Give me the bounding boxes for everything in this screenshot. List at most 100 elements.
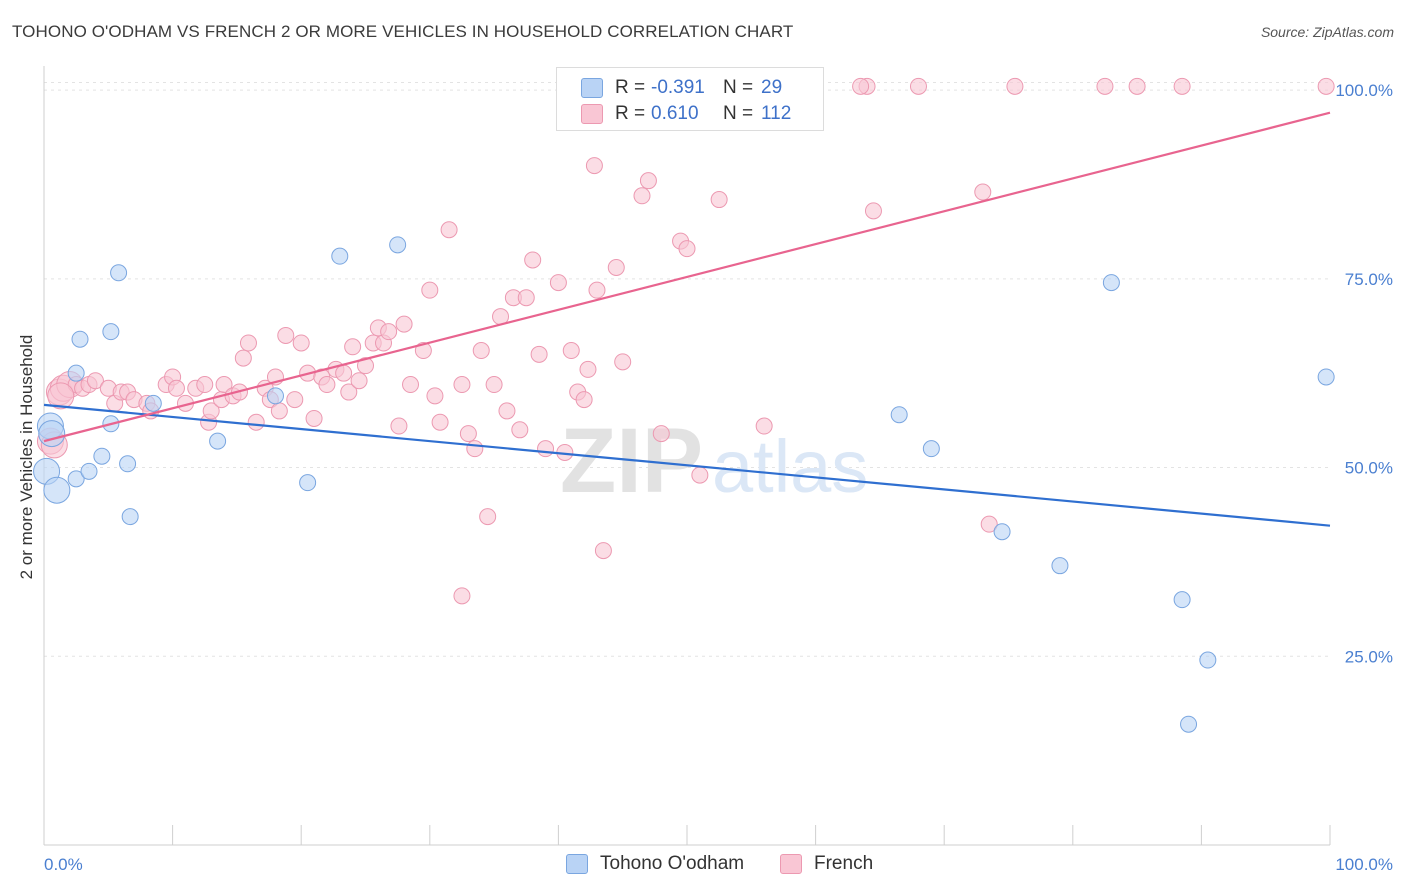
point-french: [980, 515, 998, 533]
point-tohono: [121, 508, 139, 526]
point-french: [270, 402, 288, 420]
y-tick-label: 25.0%: [1345, 647, 1393, 666]
point-french: [395, 315, 413, 333]
point-french: [549, 274, 567, 292]
point-french: [440, 221, 458, 239]
point-tohono: [331, 247, 349, 265]
point-french: [380, 323, 398, 341]
point-tohono: [67, 364, 85, 382]
legend-n-value: 29: [761, 77, 783, 98]
point-french: [402, 376, 420, 394]
point-french: [479, 508, 497, 526]
point-french: [286, 391, 304, 409]
legend-r-key: R =: [615, 77, 646, 98]
point-tohono: [93, 447, 111, 465]
legend-r-value: -0.391: [651, 77, 705, 98]
point-french: [524, 251, 542, 269]
point-french: [537, 440, 555, 458]
point-french: [167, 379, 185, 397]
point-french: [247, 413, 265, 431]
point-french: [607, 259, 625, 276]
point-french: [86, 372, 104, 390]
point-tohono: [67, 470, 85, 488]
point-french: [1096, 77, 1114, 95]
point-french: [588, 281, 606, 299]
point-french: [594, 542, 612, 560]
point-french: [340, 383, 358, 401]
point-tohono: [1102, 274, 1120, 292]
point-french: [215, 376, 233, 394]
point-french: [357, 357, 374, 375]
x-tick-label: 0.0%: [44, 855, 83, 874]
point-french: [292, 334, 310, 352]
data-points: [33, 77, 1335, 733]
point-french: [459, 425, 477, 443]
point-french: [47, 382, 75, 410]
point-tohono: [119, 455, 137, 473]
point-french: [710, 191, 728, 209]
bottom-legend-swatch-french: [780, 854, 802, 874]
legend-n-key: N =: [723, 77, 754, 98]
legend-n-key: N =: [723, 103, 754, 124]
point-tohono: [890, 406, 908, 424]
legend-swatch-tohono: [581, 78, 603, 98]
point-french: [472, 342, 490, 360]
point-french: [350, 372, 368, 390]
y-tick-label: 50.0%: [1345, 459, 1393, 478]
legend-swatch-french: [581, 104, 603, 124]
y-axis-label: 2 or more Vehicles in Household: [17, 335, 36, 580]
point-french: [390, 417, 408, 435]
bottom-legend-label-tohono: Tohono O'odham: [600, 853, 745, 874]
stats-legend: R = -0.391 N = 29 R = 0.610 N = 112: [556, 67, 824, 131]
bottom-legend-label-french: French: [814, 853, 874, 874]
point-french: [614, 353, 632, 371]
trend-line-tohono: [43, 403, 1331, 527]
point-french: [1128, 77, 1146, 95]
point-tohono: [1173, 591, 1191, 609]
point-french: [1317, 77, 1335, 95]
point-french: [579, 360, 597, 378]
point-french: [426, 387, 444, 405]
point-tohono: [110, 264, 128, 282]
x-tick-label: 100.0%: [1335, 855, 1393, 874]
point-tohono: [1199, 651, 1217, 669]
point-tohono: [102, 323, 120, 341]
point-tohono: [1317, 368, 1335, 386]
point-french: [639, 172, 657, 190]
point-french: [239, 334, 257, 352]
point-french: [691, 466, 709, 484]
point-french: [852, 77, 870, 95]
point-tohono: [209, 432, 227, 450]
point-french: [909, 77, 927, 95]
point-tohono: [299, 474, 317, 492]
chart-source: Source: ZipAtlas.com: [1260, 24, 1394, 40]
point-french: [431, 413, 449, 431]
trend-line-french: [43, 111, 1331, 443]
point-french: [678, 240, 696, 258]
tick-labels: 25.0% 50.0% 75.0% 100.0% 0.0% 100.0%: [44, 81, 1393, 874]
point-french: [585, 157, 603, 175]
watermark-atlas: atlas: [712, 425, 868, 508]
point-french: [277, 326, 295, 344]
point-french: [755, 417, 773, 435]
point-french: [575, 391, 593, 409]
point-tohono: [389, 236, 407, 254]
point-french: [414, 342, 432, 360]
bottom-legend-tohono: Tohono O'odham: [566, 852, 744, 876]
point-french: [421, 281, 439, 299]
legend-row-tohono: R = -0.391 N = 29: [581, 76, 782, 100]
y-tick-label: 75.0%: [1345, 270, 1393, 289]
point-french: [1173, 77, 1191, 95]
axes: [43, 66, 1331, 846]
point-tohono: [1051, 557, 1069, 575]
point-french: [498, 402, 516, 420]
point-tohono: [43, 476, 71, 504]
point-tohono: [144, 394, 162, 412]
point-tohono: [266, 387, 284, 405]
point-french: [234, 349, 252, 367]
chart-title: TOHONO O'ODHAM VS FRENCH 2 OR MORE VEHIC…: [12, 22, 794, 41]
bottom-legend-french: French: [780, 852, 873, 876]
legend-n-value: 112: [761, 103, 792, 124]
y-tick-label: 100.0%: [1335, 81, 1393, 100]
